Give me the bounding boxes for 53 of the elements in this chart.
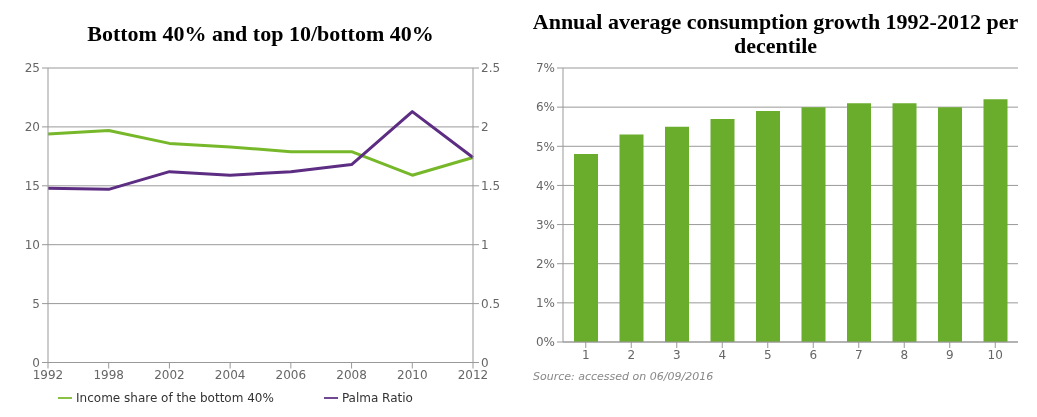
x-tick-label: 4 [718,347,727,362]
bar [801,107,826,342]
bar [938,107,962,342]
y-tick-label: 20 [24,120,40,135]
y-tick-label: 5 [32,296,40,311]
x-tick-label: 1992 [32,368,64,383]
source-note: Source: accessed on 06/09/2016 [532,370,715,383]
legend-label: Income share of the bottom 40% [76,390,274,405]
x-tick-label: 1 [581,347,590,362]
x-tick-label: 6 [809,347,818,362]
x-tick-label: 10 [987,347,1003,362]
y-tick-label: 10 [24,237,40,252]
x-tick-label: 2010 [397,368,428,383]
y2-tick-label: 2 [481,120,489,135]
x-tick-label: 5 [763,347,772,362]
x-tick-label: 9 [945,347,954,362]
x-tick-label: 3 [672,347,681,362]
x-tick-label: 2008 [336,368,367,383]
chart-title: Annual average consumption growth 1992-2012 per decentile [531,8,1020,60]
x-tick-label: 2012 [457,368,489,383]
y-tick-label: 2% [535,256,555,271]
y2-tick-label: 2.5 [481,61,501,76]
y-tick-label: 5% [535,139,555,154]
bar [847,103,871,342]
x-tick-label: 2 [627,347,636,362]
bar [619,134,644,342]
bar [983,99,1008,342]
y-tick-label: 3% [535,217,555,232]
y2-tick-label: 1.5 [481,179,501,194]
x-tick-label: 2002 [154,368,185,383]
y-tick-label: 1% [535,296,555,311]
y-tick-label: 6% [535,100,555,115]
bar [756,111,780,342]
bar [665,126,689,342]
x-tick-label: 7 [854,347,863,362]
y-tick-label: 0% [535,335,555,350]
bar [892,103,917,342]
y-tick-label: 15 [24,179,40,194]
y2-tick-label: 0.5 [481,296,501,311]
legend-label: Palma Ratio [341,390,413,405]
chart-title: Bottom 40% and top 10/bottom 40% [86,20,435,48]
y2-tick-label: 1 [481,237,489,252]
y-tick-label: 25 [24,61,40,76]
y-tick-label: 0 [32,355,40,370]
x-tick-label: 8 [900,347,909,362]
x-tick-label: 2006 [275,368,307,383]
bar [574,154,598,342]
y-tick-label: 4% [535,178,555,193]
bar [710,118,735,342]
x-tick-label: 2004 [214,368,246,383]
x-tick-label: 1998 [93,368,124,383]
y-tick-label: 7% [535,61,555,76]
y2-tick-label: 0 [481,355,489,370]
